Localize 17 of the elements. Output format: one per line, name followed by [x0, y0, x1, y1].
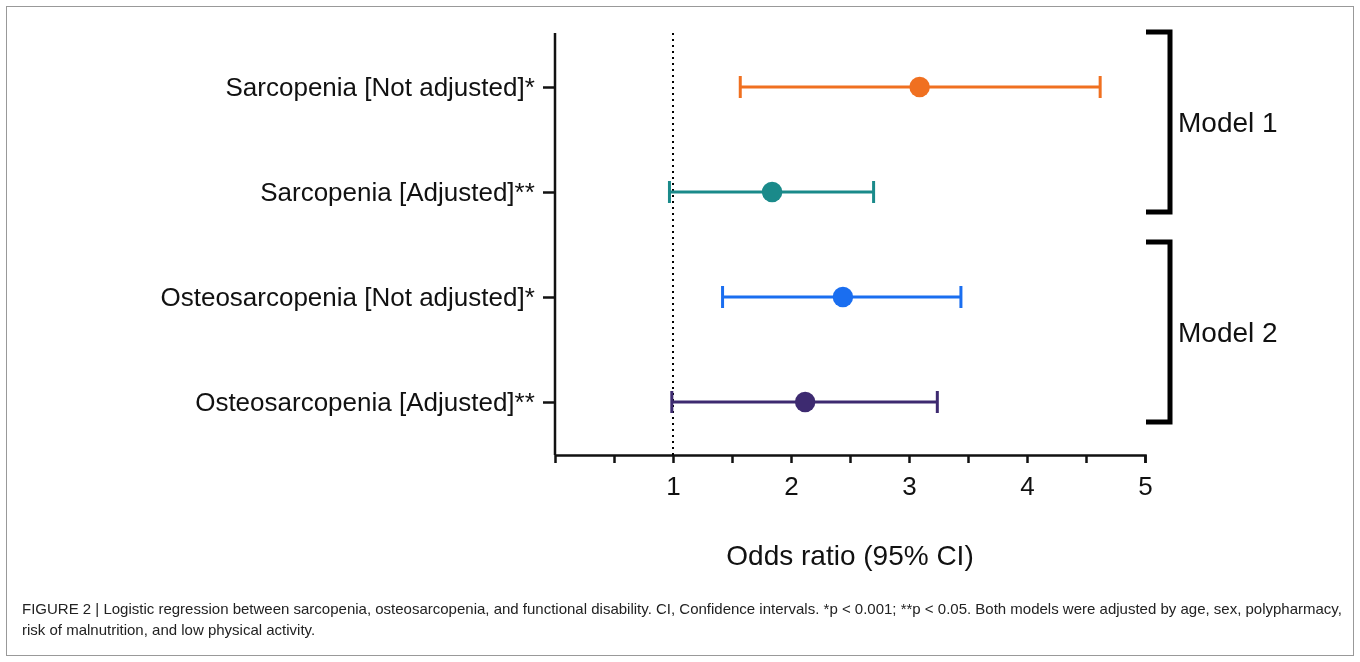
y-tick-label: Sarcopenia [Adjusted]**: [260, 176, 535, 207]
x-tick-label: 1: [666, 470, 681, 501]
point: [761, 181, 783, 203]
x-tick-label: 4: [1020, 470, 1035, 501]
y-tick-label: Osteosarcopenia [Not adjusted]*: [160, 281, 535, 312]
y-tick-label: Sarcopenia [Not adjusted]*: [225, 71, 535, 102]
point: [832, 286, 854, 308]
point: [794, 391, 816, 413]
y-tick-label: Osteosarcopenia [Adjusted]**: [195, 386, 535, 417]
text: Model 2: [1178, 317, 1278, 348]
x-tick-label: 2: [784, 470, 799, 501]
x-tick-label: 3: [902, 470, 917, 501]
point: [909, 76, 930, 98]
x-tick-label: 5: [1138, 470, 1153, 501]
text: Model 1: [1178, 107, 1278, 138]
caption: FIGURE 2 | Logistic regression between sarcopenia, osteosarcopenia, and functional disability. CI, Confidence intervals. *p < 0.001; **p < 0.05. Both models were adjusted by age, sex, polypharmacy, risk of malnutrition, and low physical activity.: [22, 599, 1342, 640]
x-axis-title: Odds ratio (95% CI): [726, 540, 974, 571]
